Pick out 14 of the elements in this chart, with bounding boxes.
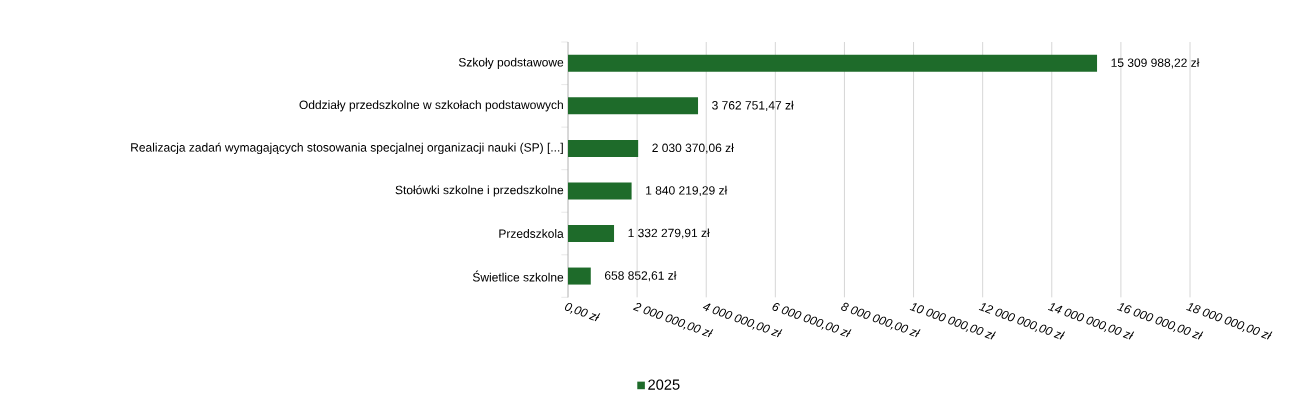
y-tick-label: Szkoły podstawowe bbox=[458, 57, 564, 69]
y-tick-label: Oddziały przedszkolne w szkołach podstawowych bbox=[299, 100, 563, 112]
data-label: 15 309 988,22 zł bbox=[1111, 58, 1200, 69]
x-tick-label: 0,00 zł bbox=[564, 302, 601, 322]
data-label: 1 332 279,91 zł bbox=[628, 228, 710, 239]
y-tick-label: Stołówki szkolne i przedszkolne bbox=[395, 185, 564, 197]
y-tick-label: Realizacja zadań wymagających stosowania specjalnej organizacji nauki (SP) [...] bbox=[131, 142, 563, 155]
data-label: 3 762 751,47 zł bbox=[712, 100, 794, 111]
legend-label: 2025 bbox=[648, 379, 680, 390]
data-label: 2 030 370,06 zł bbox=[652, 143, 734, 154]
data-label: 658 852,61 zł bbox=[604, 270, 677, 282]
data-label: 1 840 219,29 zł bbox=[646, 185, 728, 197]
y-tick-label: Przedszkola bbox=[499, 229, 564, 238]
y-tick-label: Świetlice szkolne bbox=[472, 270, 564, 282]
